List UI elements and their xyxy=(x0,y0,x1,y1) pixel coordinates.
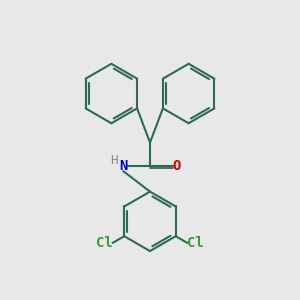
Text: O: O xyxy=(172,159,181,173)
Text: Cl: Cl xyxy=(96,236,113,250)
Text: N: N xyxy=(119,159,128,173)
Text: Cl: Cl xyxy=(187,236,204,250)
Text: H: H xyxy=(111,154,118,167)
